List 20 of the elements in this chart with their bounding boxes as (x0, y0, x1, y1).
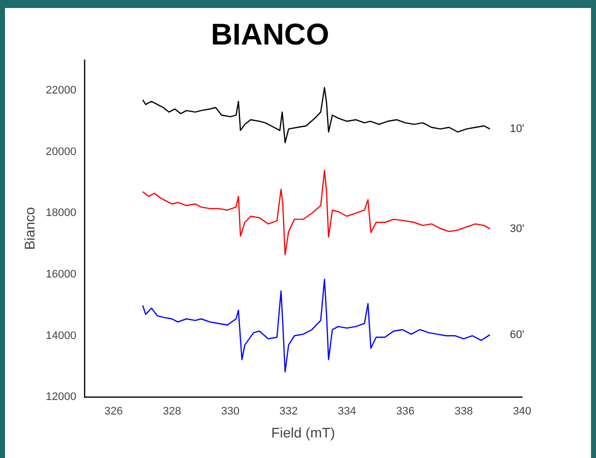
x-axis-title: Field (mT) (271, 424, 336, 440)
y-tick-label: 14000 (46, 330, 76, 342)
series-label: 30' (510, 222, 524, 235)
series-label: 10' (510, 122, 524, 135)
x-tick-label: 338 (454, 406, 473, 418)
y-tick-label: 22000 (46, 84, 76, 97)
x-tick-label: 330 (221, 406, 240, 418)
y-tick-label: 20000 (46, 146, 76, 158)
x-tick-label: 332 (279, 406, 298, 418)
y-tick-label: 12000 (46, 391, 76, 404)
x-tick-label: 326 (104, 406, 123, 418)
y-tick-label: 16000 (46, 268, 76, 280)
x-tick-label: 328 (162, 406, 182, 418)
series-label: 60' (510, 328, 524, 341)
y-tick-label: 18000 (46, 207, 76, 220)
chart-title: BIANCO (210, 18, 330, 52)
x-tick-label: 334 (338, 406, 356, 418)
x-tick-label: 340 (512, 406, 532, 418)
y-axis-title: Bianco (21, 206, 38, 250)
x-tick-label: 336 (396, 406, 414, 418)
